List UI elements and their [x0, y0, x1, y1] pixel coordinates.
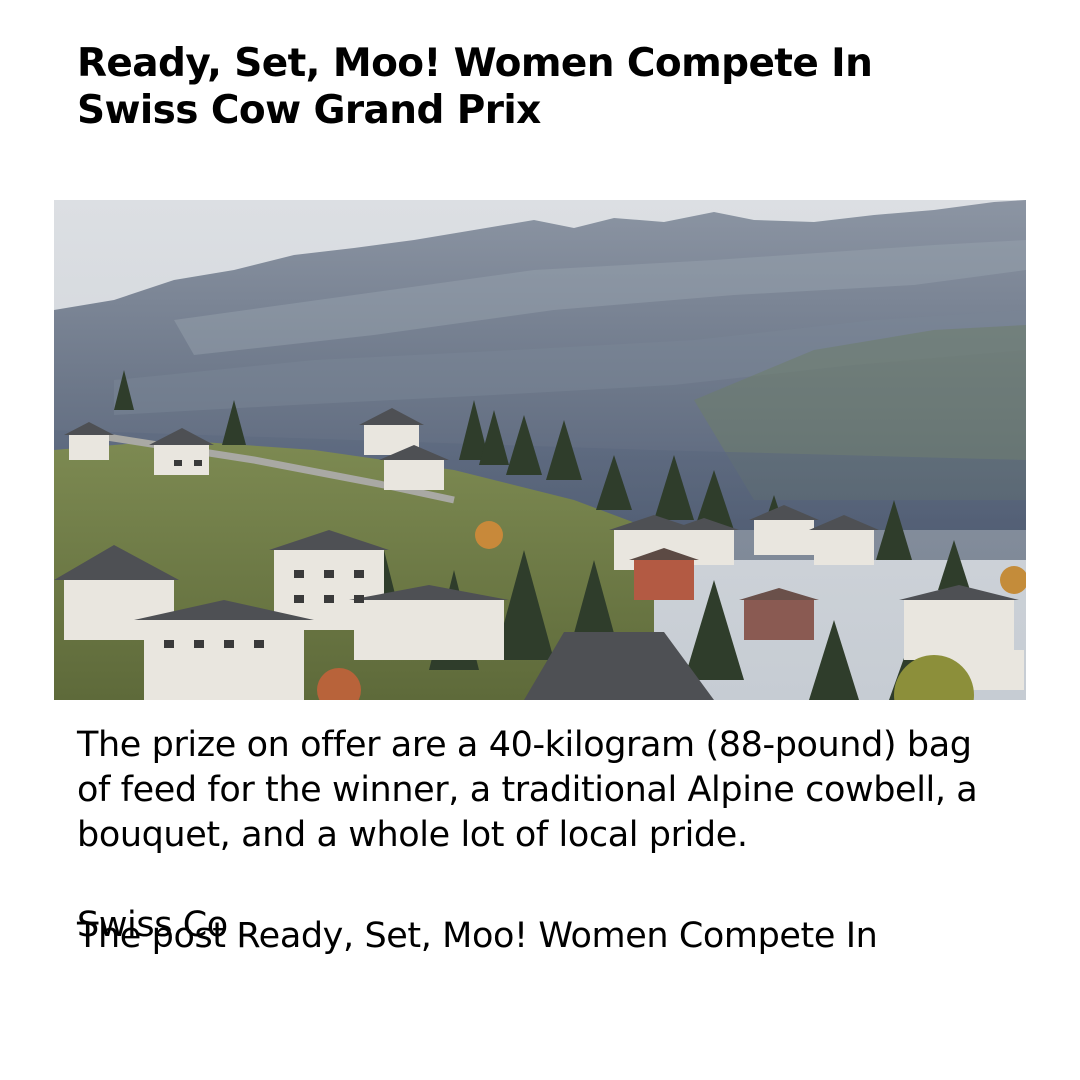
article-photo	[54, 200, 1026, 700]
source-fragment: Swiss Co	[77, 905, 228, 945]
alpine-village-image	[54, 200, 1026, 700]
post-link-line: The post Ready, Set, Moo! Women Compete …	[77, 916, 878, 956]
article-headline: Ready, Set, Moo! Women Compete In Swiss …	[77, 41, 873, 133]
article-body: The prize on offer are a 40-kilogram (88…	[77, 725, 978, 855]
